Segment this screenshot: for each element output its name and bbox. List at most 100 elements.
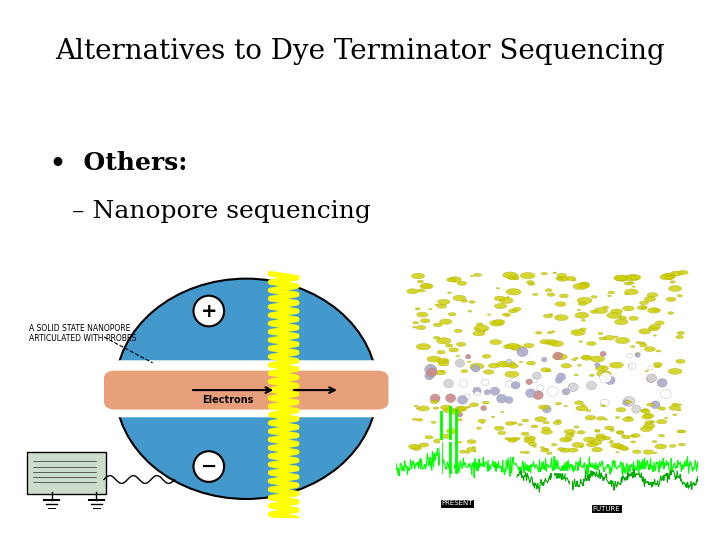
Ellipse shape	[533, 293, 538, 295]
Ellipse shape	[672, 414, 677, 416]
Ellipse shape	[619, 447, 623, 449]
Circle shape	[511, 381, 520, 389]
Ellipse shape	[618, 446, 629, 450]
Ellipse shape	[545, 369, 551, 372]
Circle shape	[647, 374, 657, 382]
Circle shape	[444, 379, 454, 388]
Ellipse shape	[598, 332, 603, 335]
Circle shape	[628, 364, 633, 368]
Ellipse shape	[433, 439, 443, 443]
Ellipse shape	[571, 329, 585, 335]
Circle shape	[459, 380, 468, 387]
Ellipse shape	[496, 287, 500, 289]
Circle shape	[605, 376, 615, 384]
Ellipse shape	[543, 421, 549, 424]
Ellipse shape	[547, 293, 555, 296]
Ellipse shape	[616, 408, 626, 412]
Ellipse shape	[625, 274, 640, 281]
Ellipse shape	[572, 279, 576, 281]
Ellipse shape	[417, 312, 428, 317]
Circle shape	[626, 353, 632, 358]
Ellipse shape	[519, 361, 523, 363]
Ellipse shape	[582, 319, 585, 321]
Ellipse shape	[490, 340, 502, 345]
Ellipse shape	[572, 442, 584, 448]
Ellipse shape	[446, 278, 456, 282]
Ellipse shape	[523, 343, 534, 348]
Ellipse shape	[461, 300, 467, 302]
Ellipse shape	[510, 345, 523, 350]
Ellipse shape	[597, 416, 606, 420]
Ellipse shape	[441, 405, 452, 410]
Circle shape	[497, 394, 507, 403]
Ellipse shape	[465, 451, 470, 453]
Ellipse shape	[506, 288, 521, 295]
Ellipse shape	[418, 406, 430, 411]
Ellipse shape	[641, 427, 652, 431]
Ellipse shape	[610, 362, 624, 368]
Ellipse shape	[582, 355, 589, 359]
Ellipse shape	[631, 441, 636, 443]
Ellipse shape	[524, 436, 536, 441]
Ellipse shape	[657, 420, 667, 424]
Ellipse shape	[411, 273, 425, 279]
Ellipse shape	[487, 314, 491, 315]
Ellipse shape	[557, 273, 567, 278]
Ellipse shape	[575, 312, 589, 318]
Ellipse shape	[642, 307, 647, 309]
Circle shape	[457, 361, 463, 366]
Ellipse shape	[506, 343, 520, 349]
Ellipse shape	[644, 414, 654, 418]
Ellipse shape	[616, 416, 620, 419]
Ellipse shape	[428, 308, 432, 310]
Ellipse shape	[551, 341, 564, 347]
Ellipse shape	[431, 400, 438, 403]
Ellipse shape	[545, 289, 552, 292]
Ellipse shape	[663, 273, 676, 279]
Ellipse shape	[544, 314, 552, 318]
Ellipse shape	[477, 323, 483, 326]
Circle shape	[600, 352, 606, 356]
Circle shape	[557, 373, 566, 381]
Ellipse shape	[528, 442, 536, 446]
Ellipse shape	[555, 402, 562, 405]
Ellipse shape	[540, 447, 544, 448]
Ellipse shape	[512, 422, 517, 424]
Ellipse shape	[625, 289, 638, 295]
Ellipse shape	[594, 429, 600, 431]
Ellipse shape	[623, 306, 634, 311]
Ellipse shape	[552, 443, 557, 446]
Ellipse shape	[623, 417, 634, 422]
Ellipse shape	[493, 320, 505, 325]
Circle shape	[600, 373, 612, 383]
Ellipse shape	[470, 363, 484, 369]
Ellipse shape	[644, 421, 653, 424]
Ellipse shape	[446, 429, 458, 434]
Ellipse shape	[439, 319, 452, 325]
Ellipse shape	[508, 364, 518, 368]
Ellipse shape	[658, 407, 665, 410]
Circle shape	[430, 394, 440, 403]
Ellipse shape	[590, 440, 602, 445]
Ellipse shape	[645, 370, 649, 372]
Ellipse shape	[433, 407, 438, 409]
Ellipse shape	[436, 338, 451, 344]
Ellipse shape	[658, 434, 665, 437]
Ellipse shape	[477, 427, 482, 429]
Ellipse shape	[669, 406, 680, 410]
Circle shape	[628, 363, 636, 370]
Ellipse shape	[676, 335, 683, 339]
Ellipse shape	[413, 321, 418, 324]
Ellipse shape	[677, 430, 683, 433]
Circle shape	[555, 377, 563, 383]
Ellipse shape	[607, 312, 621, 319]
Ellipse shape	[505, 437, 510, 440]
Ellipse shape	[587, 442, 598, 447]
Ellipse shape	[644, 347, 655, 352]
Ellipse shape	[513, 307, 521, 311]
Ellipse shape	[596, 434, 606, 438]
Ellipse shape	[570, 434, 574, 436]
Ellipse shape	[590, 356, 605, 362]
Ellipse shape	[456, 355, 460, 356]
Ellipse shape	[654, 365, 661, 368]
